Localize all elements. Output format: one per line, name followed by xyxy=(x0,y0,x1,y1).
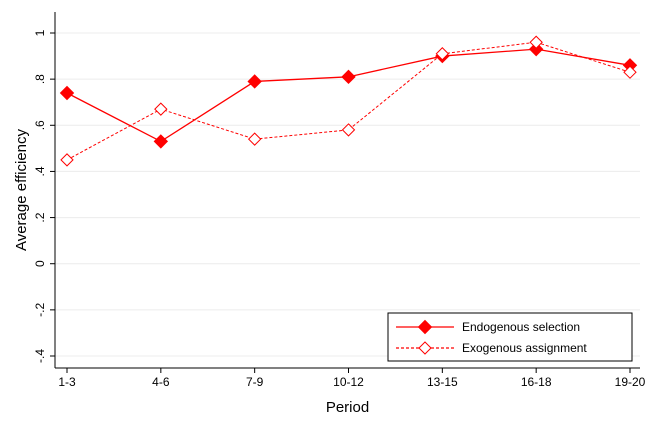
x-tick-label: 10-12 xyxy=(333,375,364,389)
data-point xyxy=(154,102,168,116)
data-point xyxy=(435,47,450,61)
data-point xyxy=(529,35,543,49)
legend-box xyxy=(387,312,633,362)
legend-marker xyxy=(418,341,432,355)
y-tick-label: 0 xyxy=(33,260,47,267)
x-tick-label: 19-20 xyxy=(615,375,646,389)
axes: -.4 -.2 0 .2 .4 .6 .8 1 1-3 4-6 7-9 10-12 13-15 16-18… xyxy=(33,12,646,389)
y-tick-label: -.4 xyxy=(33,349,47,363)
legend-label: Endogenous selection xyxy=(462,320,580,334)
data-point xyxy=(341,69,356,85)
data-point xyxy=(247,74,262,89)
data-point xyxy=(247,132,262,146)
data-point xyxy=(623,65,637,79)
data-point xyxy=(528,41,544,57)
series-layer xyxy=(59,35,638,167)
y-tick-label: -.2 xyxy=(33,303,47,317)
y-tick-label: .2 xyxy=(33,212,47,222)
y-tick-label: .6 xyxy=(33,120,47,130)
series-1 xyxy=(59,41,638,149)
y-tick-label: .8 xyxy=(33,74,47,84)
data-point xyxy=(59,85,75,101)
x-tick-label: 16-18 xyxy=(521,375,552,389)
x-tick-label: 1-3 xyxy=(58,375,76,389)
y-tick-label: .4 xyxy=(33,166,47,176)
legend-label: Exogenous assignment xyxy=(462,341,587,355)
data-point xyxy=(60,153,74,167)
x-tick-label: 13-15 xyxy=(427,375,458,389)
y-tick-label: 1 xyxy=(33,29,47,36)
legend: Endogenous selection Exogenous assignment xyxy=(387,312,633,362)
data-point xyxy=(153,134,169,149)
x-tick-label: 4-6 xyxy=(152,375,170,389)
y-axis-title: Average efficiency xyxy=(13,128,30,251)
data-point xyxy=(341,123,356,137)
x-tick-label: 7-9 xyxy=(246,375,264,389)
x-axis-title: Period xyxy=(326,399,369,416)
series-2 xyxy=(60,35,637,167)
legend-marker xyxy=(417,319,433,335)
